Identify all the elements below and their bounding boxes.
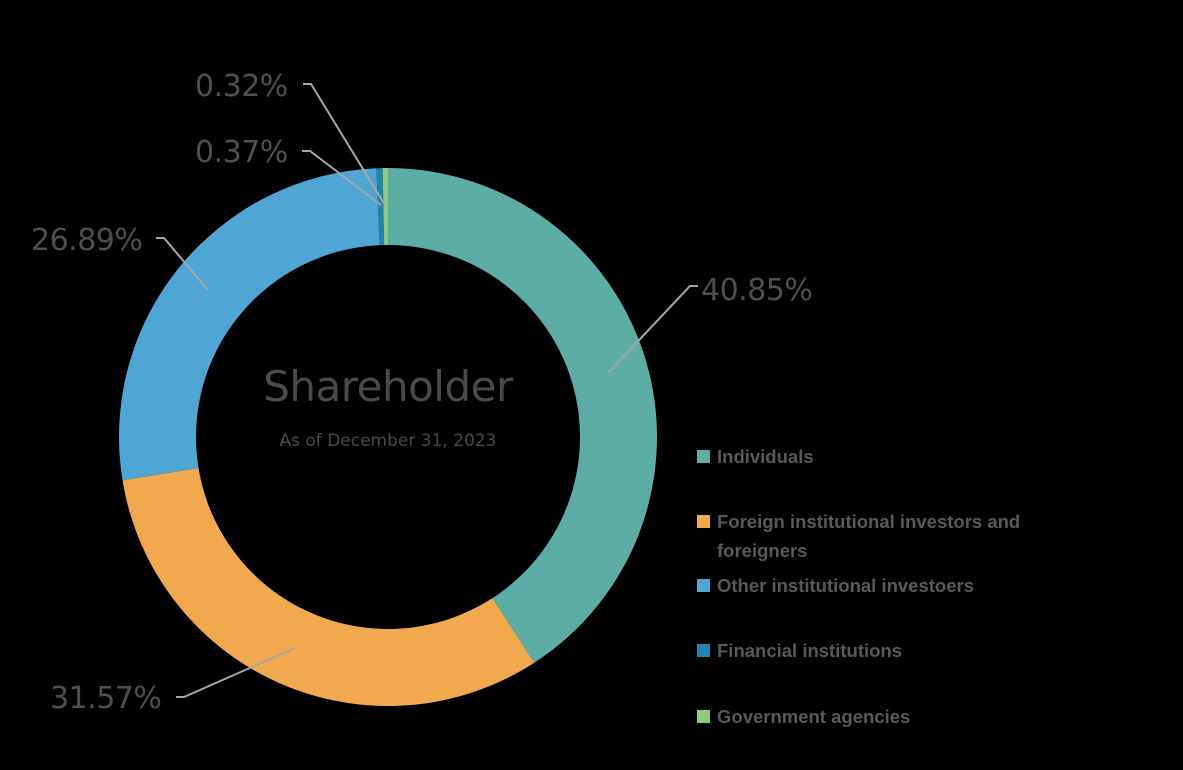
data-label-individuals: 40.85% [701, 273, 813, 308]
legend-swatch-icon [697, 579, 710, 592]
legend-swatch-icon [697, 450, 710, 463]
legend-label: Foreign institutional investors and fore… [717, 511, 1021, 561]
leader-lines [156, 83, 698, 698]
leader-line-financial [302, 150, 382, 206]
data-label-other-institutional: 26.89% [31, 223, 143, 258]
chart-title: Shareholder [263, 362, 513, 411]
legend-swatch-icon [697, 644, 710, 657]
legend-item-government: Government agencies [697, 702, 1097, 731]
legend-label: Individuals [717, 446, 814, 467]
data-label-foreign: 31.57% [50, 681, 162, 716]
legend-swatch-icon [697, 710, 710, 723]
chart-subtitle: As of December 31, 2023 [279, 431, 497, 451]
legend-item-foreign: Foreign institutional investors and fore… [697, 507, 1087, 565]
legend-item-individuals: Individuals [697, 442, 1097, 471]
legend-item-other-institutional: Other institutional investoers [697, 571, 1097, 600]
leader-line-individuals [608, 285, 698, 373]
legend-label: Government agencies [717, 706, 911, 727]
data-label-financial: 0.37% [195, 135, 288, 170]
leader-line-foreign [176, 647, 296, 698]
legend-item-financial: Financial institutions [697, 636, 1097, 665]
slice-individuals [388, 168, 657, 663]
legend-swatch-icon [697, 515, 710, 528]
slice-financial [376, 168, 385, 246]
legend-label: Other institutional investoers [717, 575, 974, 596]
leader-line-other-institutional [156, 237, 209, 291]
donut-slices [118, 168, 657, 706]
leader-line-government [303, 83, 386, 206]
legend-label: Financial institutions [717, 640, 903, 661]
slice-government [382, 168, 388, 246]
data-label-government: 0.32% [195, 69, 288, 104]
slice-foreign [122, 467, 535, 706]
slice-other-institutional [118, 168, 380, 481]
